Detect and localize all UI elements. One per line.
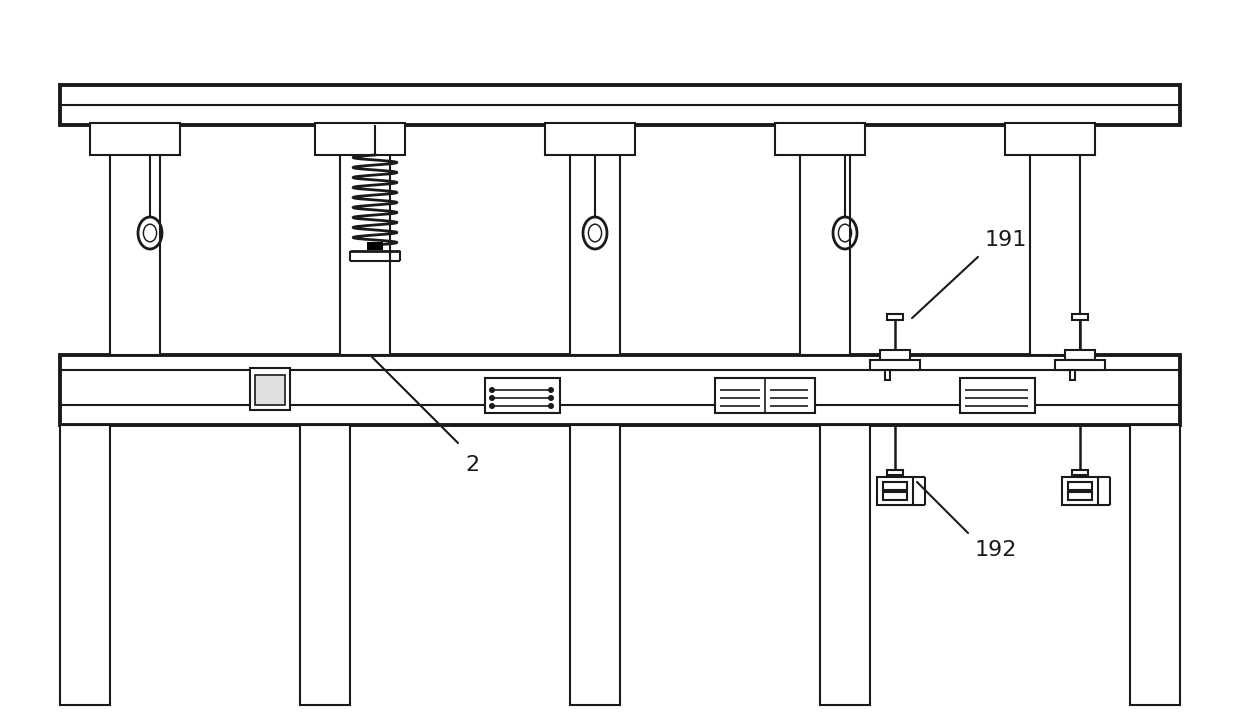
Circle shape (489, 395, 495, 401)
Bar (255, 375, 285, 405)
Bar (820, 425, 870, 705)
Bar (60, 355, 1180, 425)
Bar (800, 125, 849, 355)
Bar (367, 242, 383, 250)
Text: 2: 2 (465, 455, 479, 475)
Bar (340, 125, 391, 355)
Bar (60, 85, 1180, 125)
Bar (300, 425, 350, 705)
Bar (570, 125, 620, 355)
Bar (775, 123, 866, 155)
Bar (960, 378, 1035, 413)
Bar (546, 123, 635, 155)
Circle shape (489, 403, 495, 409)
Bar (60, 425, 110, 705)
Bar (1073, 314, 1087, 320)
Bar (1068, 492, 1092, 500)
Bar (870, 360, 920, 370)
Bar (880, 350, 910, 360)
Bar (1061, 477, 1097, 505)
Bar (1065, 350, 1095, 360)
Circle shape (548, 403, 554, 409)
Bar (315, 123, 405, 155)
Bar (1055, 360, 1105, 370)
Text: 191: 191 (985, 230, 1028, 250)
Bar (883, 482, 906, 490)
Bar (1070, 370, 1075, 380)
Bar (877, 477, 913, 505)
Bar (1130, 425, 1180, 705)
Circle shape (489, 387, 495, 393)
Bar (1068, 482, 1092, 490)
Bar (715, 378, 815, 413)
Bar (1030, 125, 1080, 355)
Bar (1004, 123, 1095, 155)
Bar (885, 370, 890, 380)
Bar (250, 368, 290, 410)
Bar (883, 492, 906, 500)
Bar (1073, 470, 1087, 475)
Bar (110, 125, 160, 355)
Text: 192: 192 (975, 540, 1017, 560)
Circle shape (548, 387, 554, 393)
Bar (485, 378, 560, 413)
Bar (887, 314, 903, 320)
Bar (570, 425, 620, 705)
Bar (91, 123, 180, 155)
Circle shape (548, 395, 554, 401)
Bar (887, 470, 903, 475)
